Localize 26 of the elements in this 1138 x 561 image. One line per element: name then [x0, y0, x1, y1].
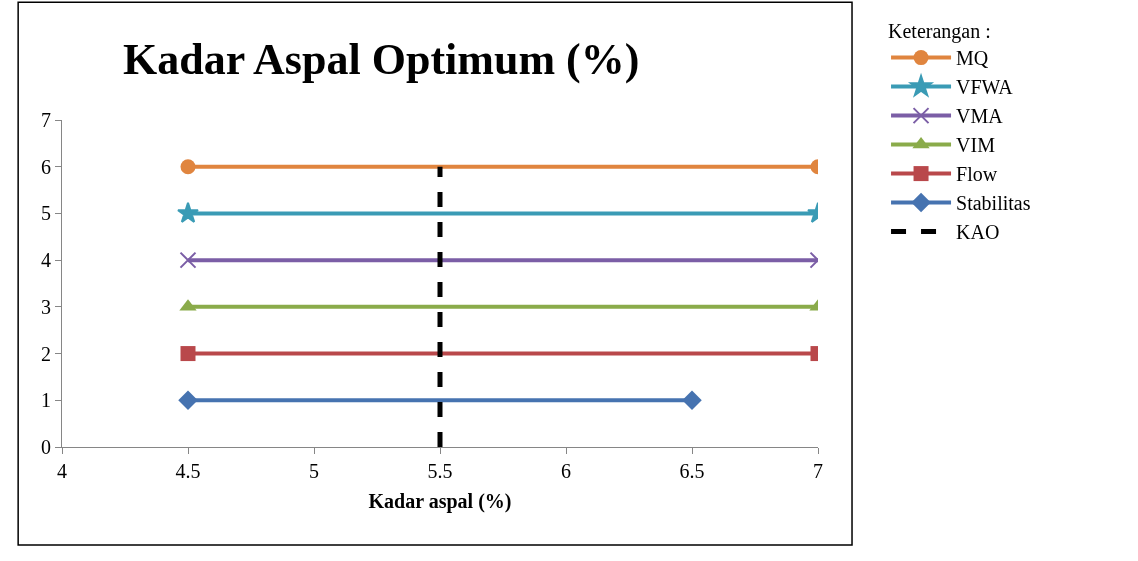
legend-label: VIM — [956, 134, 996, 157]
legend-label: Stabilitas — [956, 192, 1031, 215]
x-tick-label: 6.5 — [679, 460, 705, 482]
legend-label: Flow — [956, 163, 998, 186]
y-tick-label: 4 — [41, 249, 51, 272]
y-tick-label: 2 — [41, 342, 51, 365]
legend-title: Keterangan : — [888, 20, 991, 44]
point — [178, 390, 198, 411]
legend-label: MQ — [956, 47, 989, 70]
y-tick-label: 7 — [41, 109, 51, 131]
y-tick-label: 5 — [41, 202, 51, 225]
x-tick-label: 4.5 — [175, 460, 201, 482]
x-tick-label: 6 — [561, 460, 571, 482]
y-tick-label: 3 — [41, 295, 51, 318]
x-tick-label: 4 — [57, 460, 67, 482]
legend-label: KAO — [956, 221, 1000, 244]
chart-title: Kadar Aspal Optimum (%) — [123, 35, 640, 85]
legend-label: VMA — [956, 105, 1004, 128]
y-tick-label: 1 — [41, 389, 51, 412]
legend-label: VFWA — [956, 76, 1014, 99]
x-tick-label: 7 — [813, 460, 823, 482]
x-tick-label: 5 — [309, 460, 319, 482]
x-axis-title: Kadar aspal (%) — [368, 489, 512, 513]
y-tick-label: 6 — [41, 155, 51, 178]
y-tick-label: 0 — [41, 436, 51, 458]
x-tick-label: 5.5 — [427, 460, 453, 482]
